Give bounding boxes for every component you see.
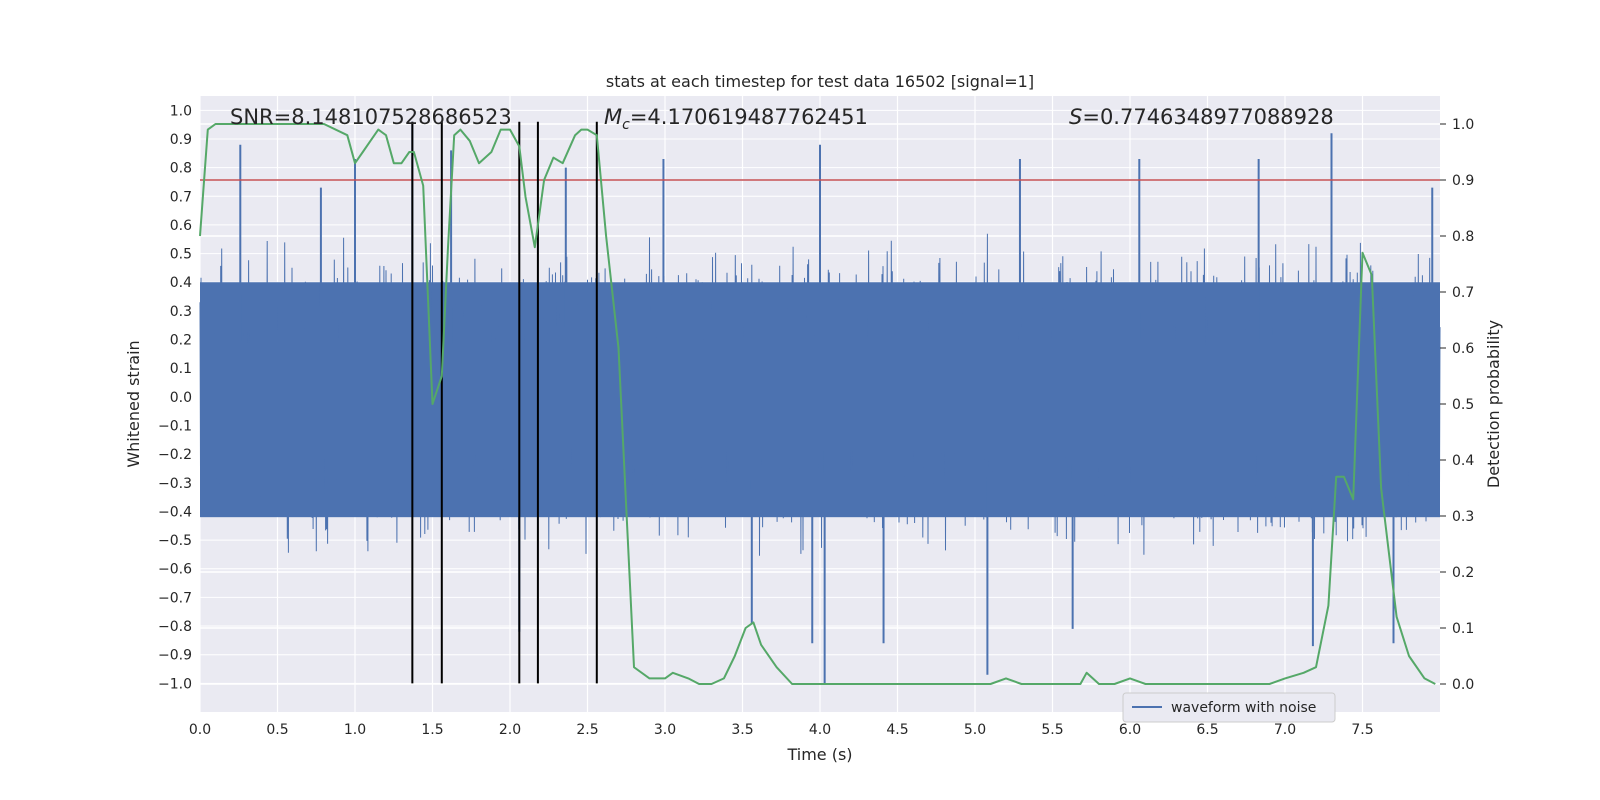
y-right-tick-label: 0.8 [1452, 229, 1474, 245]
chart-title: stats at each timestep for test data 165… [606, 72, 1034, 91]
x-tick-label: 7.5 [1351, 722, 1373, 738]
y-left-axis-label: Whitened strain [124, 340, 143, 467]
mc-annotation: Mc=4.170619487762451 [604, 105, 868, 133]
x-tick-label: 2.5 [576, 722, 598, 738]
y-left-tick-label: −0.8 [158, 619, 192, 635]
y-right-tick-label: 0.1 [1452, 621, 1474, 637]
y-left-tick-label: 0.8 [170, 161, 192, 177]
y-left-tick-label: −0.7 [158, 590, 192, 606]
y-left-tick-label: 1.0 [170, 103, 192, 119]
y-right-tick-label: 0.2 [1452, 565, 1474, 581]
legend-label: waveform with noise [1171, 700, 1316, 716]
y-left-tick-label: −0.1 [158, 418, 192, 434]
y-right-tick-label: 0.3 [1452, 509, 1474, 525]
mc-value: =4.170619487762451 [630, 105, 868, 129]
x-tick-labels: 0.0 0.5 1.0 1.5 2.0 2.5 3.0 3.5 4.0 4.5 5.0 5.5 6.0 6… [189, 722, 1374, 738]
x-tick-label: 6.0 [1119, 722, 1141, 738]
x-tick-label: 0.5 [266, 722, 288, 738]
y-right-tick-label: 0.6 [1452, 341, 1474, 357]
mc-symbol: M [604, 105, 622, 129]
detection-probability-series [199, 123, 1436, 685]
y-left-tick-label: 0.1 [170, 361, 192, 377]
y-left-tick-label: 0.9 [170, 132, 192, 148]
waveform-series [199, 121, 1441, 684]
y-left-tick-label: 0.5 [170, 247, 192, 263]
x-axis-label: Time (s) [786, 745, 852, 764]
x-tick-label: 3.5 [731, 722, 753, 738]
y-right-tick-label: 0.7 [1452, 285, 1474, 301]
y-right-tick-label: 0.0 [1452, 677, 1474, 693]
y-left-tick-label: 0.2 [170, 333, 192, 349]
x-tick-label: 7.0 [1274, 722, 1296, 738]
x-tick-label: 0.0 [189, 722, 211, 738]
y-right-axis-label: Detection probability [1484, 320, 1503, 488]
legend-box [1122, 692, 1336, 723]
y-right-tick-label: 0.5 [1452, 397, 1474, 413]
event-lines [411, 121, 598, 684]
y-left-tick-label: −0.4 [158, 504, 192, 520]
y-left-tick-label: −0.5 [158, 533, 192, 549]
y-left-tick-label: 0.3 [170, 304, 192, 320]
x-tick-label: 4.0 [809, 722, 831, 738]
s-value: =0.7746348977088928 [1082, 105, 1333, 129]
y-left-tick-label: 0.4 [170, 275, 192, 291]
y-left-tick-label: −1.0 [158, 676, 192, 692]
x-tick-label: 5.5 [1041, 722, 1063, 738]
x-tick-label: 5.0 [964, 722, 986, 738]
x-tick-label: 2.0 [499, 722, 521, 738]
y-right-tick-label: 0.9 [1452, 173, 1474, 189]
x-tick-label: 1.0 [344, 722, 366, 738]
legend: waveform with noise [1122, 692, 1336, 723]
y-left-tick-label: −0.3 [158, 476, 192, 492]
y-right-tick-label: 1.0 [1452, 117, 1474, 133]
x-tick-label: 6.5 [1196, 722, 1218, 738]
y-right-tick-label: 0.4 [1452, 453, 1474, 469]
y-left-tick-labels: 1.0 0.9 0.8 0.7 0.6 0.5 0.4 0.3 0.2 0.1 0.0 −0.1 −0.… [158, 103, 192, 692]
detection-probability-line [199, 123, 1436, 685]
s-symbol: S [1069, 105, 1082, 129]
snr-annotation: SNR=8.148107528686523 [230, 105, 512, 129]
y-left-tick-label: 0.0 [170, 390, 192, 406]
x-tick-label: 4.5 [886, 722, 908, 738]
y-left-tick-label: −0.6 [158, 562, 192, 578]
y-left-tick-label: −0.2 [158, 447, 192, 463]
y-right-tick-labels: 1.0 0.9 0.8 0.7 0.6 0.5 0.4 0.3 0.2 0.1 0.0 [1440, 117, 1474, 693]
mc-subscript: c [622, 117, 630, 133]
x-tick-label: 3.0 [654, 722, 676, 738]
y-left-tick-label: 0.6 [170, 218, 192, 234]
x-tick-label: 1.5 [421, 722, 443, 738]
y-left-tick-label: 0.7 [170, 189, 192, 205]
s-annotation: S=0.7746348977088928 [1069, 105, 1334, 129]
y-left-tick-label: −0.9 [158, 648, 192, 664]
